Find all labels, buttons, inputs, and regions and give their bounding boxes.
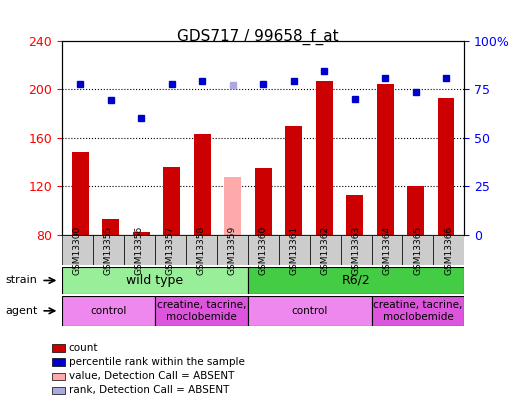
- Text: wild type: wild type: [126, 274, 183, 287]
- Text: count: count: [69, 343, 98, 353]
- Text: GSM13358: GSM13358: [197, 226, 206, 275]
- FancyBboxPatch shape: [372, 296, 464, 326]
- Text: GSM13357: GSM13357: [166, 226, 175, 275]
- FancyBboxPatch shape: [62, 296, 155, 326]
- FancyBboxPatch shape: [248, 267, 464, 294]
- Bar: [438, 98, 455, 235]
- FancyBboxPatch shape: [155, 235, 186, 265]
- Text: rank, Detection Call = ABSENT: rank, Detection Call = ABSENT: [69, 386, 229, 395]
- Bar: [102, 219, 119, 235]
- Text: control: control: [90, 306, 126, 316]
- FancyBboxPatch shape: [248, 235, 279, 265]
- Bar: [316, 81, 332, 235]
- Text: GSM13364: GSM13364: [382, 226, 392, 275]
- FancyBboxPatch shape: [62, 267, 248, 294]
- Bar: [285, 126, 302, 235]
- Text: percentile rank within the sample: percentile rank within the sample: [69, 357, 245, 367]
- Text: GSM13356: GSM13356: [135, 226, 144, 275]
- Bar: [224, 177, 241, 235]
- FancyBboxPatch shape: [372, 235, 402, 265]
- FancyBboxPatch shape: [217, 235, 248, 265]
- FancyBboxPatch shape: [62, 235, 93, 265]
- Text: GSM13362: GSM13362: [320, 226, 330, 275]
- Text: R6/2: R6/2: [342, 274, 370, 287]
- Text: GSM13355: GSM13355: [104, 226, 113, 275]
- FancyBboxPatch shape: [279, 235, 310, 265]
- FancyBboxPatch shape: [341, 235, 372, 265]
- Bar: [194, 134, 211, 235]
- Bar: [255, 168, 271, 235]
- FancyBboxPatch shape: [248, 296, 372, 326]
- Bar: [163, 167, 180, 235]
- FancyBboxPatch shape: [402, 235, 433, 265]
- Text: GSM13361: GSM13361: [289, 226, 299, 275]
- Bar: [72, 152, 89, 235]
- FancyBboxPatch shape: [310, 235, 341, 265]
- Bar: [407, 186, 424, 235]
- Text: GSM13365: GSM13365: [413, 226, 423, 275]
- Text: GSM13366: GSM13366: [444, 226, 454, 275]
- Text: GSM13359: GSM13359: [228, 226, 237, 275]
- Text: creatine, tacrine,
moclobemide: creatine, tacrine, moclobemide: [156, 300, 246, 322]
- Text: GDS717 / 99658_f_at: GDS717 / 99658_f_at: [177, 28, 339, 45]
- Text: control: control: [292, 306, 328, 316]
- Bar: [346, 195, 363, 235]
- Text: GSM13300: GSM13300: [73, 226, 82, 275]
- Text: GSM13363: GSM13363: [351, 226, 361, 275]
- FancyBboxPatch shape: [186, 235, 217, 265]
- FancyBboxPatch shape: [433, 235, 464, 265]
- Text: strain: strain: [5, 275, 37, 286]
- Text: value, Detection Call = ABSENT: value, Detection Call = ABSENT: [69, 371, 234, 381]
- Text: GSM13360: GSM13360: [259, 226, 268, 275]
- FancyBboxPatch shape: [124, 235, 155, 265]
- Text: agent: agent: [5, 306, 38, 316]
- FancyBboxPatch shape: [93, 235, 124, 265]
- FancyBboxPatch shape: [155, 296, 248, 326]
- Bar: [377, 84, 394, 235]
- Bar: [133, 232, 150, 235]
- Text: creatine, tacrine,
moclobemide: creatine, tacrine, moclobemide: [373, 300, 463, 322]
